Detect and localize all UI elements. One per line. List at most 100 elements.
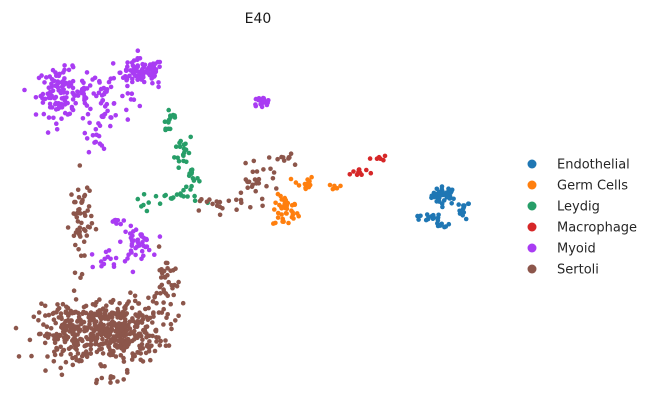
scatter-points [13, 48, 472, 386]
scatter-point [72, 270, 78, 276]
scatter-point [60, 301, 66, 307]
scatter-point [238, 190, 244, 196]
scatter-point [46, 115, 52, 120]
scatter-point [250, 182, 255, 188]
scatter-point [283, 198, 289, 203]
scatter-point [127, 73, 132, 79]
legend-marker [527, 159, 537, 169]
scatter-point [115, 311, 121, 317]
legend-label: Endothelial [557, 158, 630, 173]
scatter-point [456, 202, 462, 207]
scatter-point [110, 61, 116, 66]
scatter-point [77, 329, 82, 334]
scatter-point [131, 97, 137, 102]
scatter-point [70, 78, 76, 84]
scatter-point [106, 248, 112, 253]
scatter-point [253, 102, 258, 107]
legend-marker [527, 243, 537, 253]
scatter-point [108, 299, 113, 305]
scatter-point [98, 362, 103, 367]
scatter-point [82, 210, 87, 216]
scatter-point [161, 287, 166, 292]
scatter-point [251, 158, 257, 164]
scatter-point [162, 119, 168, 124]
scatter-point [81, 319, 87, 325]
series-macrophage [347, 153, 388, 178]
scatter-point [184, 184, 189, 190]
scatter-point [98, 325, 103, 330]
scatter-point [71, 233, 77, 239]
scatter-point [100, 336, 105, 342]
scatter-point [54, 82, 60, 87]
scatter-point [120, 75, 126, 80]
scatter-point [141, 79, 147, 85]
scatter-point [104, 303, 109, 309]
scatter-point [16, 354, 22, 359]
scatter-point [114, 221, 119, 226]
scatter-point [106, 79, 112, 85]
scatter-point [107, 340, 113, 346]
scatter-point [63, 359, 69, 365]
scatter-point [94, 377, 100, 383]
scatter-point [81, 91, 86, 97]
scatter-point [101, 146, 107, 152]
scatter-point [139, 256, 144, 262]
scatter-point [42, 340, 48, 346]
scatter-point [161, 322, 166, 327]
scatter-point [279, 154, 284, 160]
scatter-point [449, 201, 455, 206]
scatter-point [117, 301, 122, 306]
scatter-point [139, 318, 145, 324]
scatter-point [93, 139, 99, 145]
scatter-point [146, 200, 151, 205]
scatter-point [77, 225, 83, 230]
scatter-point [157, 201, 163, 206]
scatter-point [128, 248, 134, 253]
scatter-point [40, 100, 46, 105]
scatter-point [43, 368, 48, 373]
scatter-point [279, 212, 284, 217]
scatter-point [33, 112, 39, 117]
scatter-point [256, 181, 262, 186]
scatter-point [143, 324, 149, 330]
scatter-point [94, 132, 99, 138]
scatter-point [58, 352, 64, 357]
scatter-point [59, 96, 65, 101]
scatter-point [76, 310, 81, 316]
scatter-point [84, 233, 90, 238]
scatter-point [146, 295, 151, 301]
scatter-point [73, 242, 78, 248]
scatter-point [99, 263, 104, 269]
scatter-point [115, 379, 120, 384]
scatter-point [98, 341, 104, 347]
scatter-point [226, 198, 232, 204]
scatter-point [130, 316, 135, 321]
legend-label: Germ Cells [557, 179, 628, 194]
legend-marker [527, 180, 537, 190]
scatter-point [197, 179, 202, 184]
scatter-point [31, 314, 37, 320]
scatter-point [125, 256, 130, 261]
scatter-point [85, 208, 90, 213]
scatter-point [45, 130, 51, 135]
scatter-point [108, 380, 113, 385]
scatter-point [44, 324, 50, 330]
scatter-point [292, 162, 298, 167]
scatter-point [139, 248, 145, 254]
scatter-point [110, 375, 116, 380]
scatter-point [110, 348, 116, 354]
scatter-point [108, 76, 114, 81]
scatter-point [69, 106, 75, 112]
scatter-point [84, 86, 90, 91]
scatter-point [137, 103, 143, 109]
scatter-point [88, 351, 93, 356]
scatter-point [338, 183, 343, 189]
scatter-point [144, 237, 149, 243]
scatter-point [86, 204, 92, 209]
scatter-point [113, 113, 118, 118]
scatter-point [107, 315, 112, 320]
scatter-point [123, 67, 129, 73]
scatter-point [129, 305, 135, 311]
scatter-point [440, 204, 445, 210]
